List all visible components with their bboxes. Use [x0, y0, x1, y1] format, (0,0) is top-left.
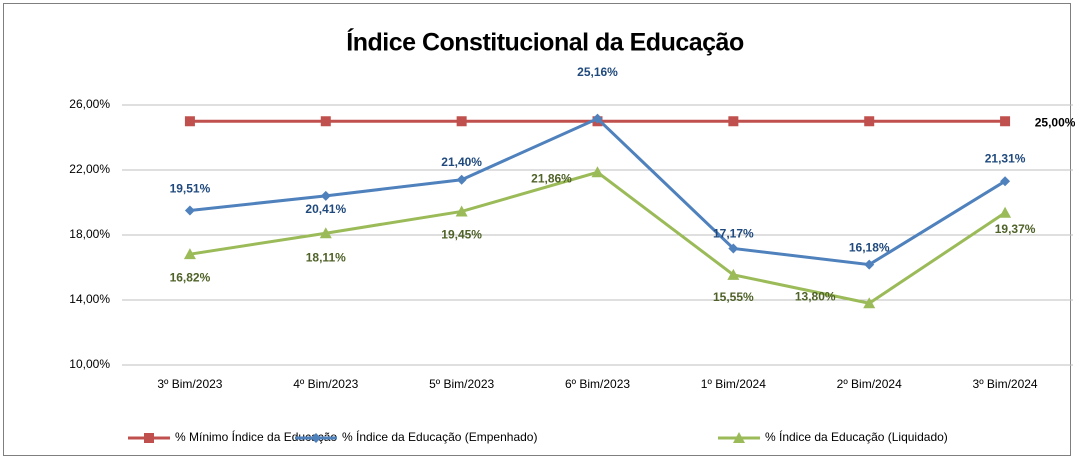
marker: [311, 433, 321, 443]
data-label: 17,17%: [713, 227, 754, 241]
data-label: 15,55%: [713, 290, 754, 304]
y-tick-label: 10,00%: [69, 357, 110, 371]
data-label: 25,00%: [1035, 115, 1075, 129]
legend-label: % Mínimo Índice da Educação: [175, 429, 337, 444]
marker: [733, 432, 745, 443]
data-label: 18,11%: [306, 250, 346, 264]
marker: [320, 116, 331, 127]
data-label: 21,40%: [441, 155, 482, 169]
x-tick-label: 1º Bim/2024: [701, 377, 766, 391]
data-label: 19,45%: [441, 228, 482, 242]
legend-label: % Índice da Educação (Empenhado): [342, 429, 537, 444]
marker: [728, 116, 739, 127]
data-label: 13,80%: [795, 289, 836, 303]
marker: [999, 206, 1012, 218]
x-tick-label: 3º Bim/2023: [157, 377, 222, 391]
marker: [184, 116, 195, 127]
data-label: 21,31%: [985, 151, 1026, 165]
data-label: 19,37%: [995, 222, 1036, 236]
y-tick-label: 18,00%: [69, 227, 110, 241]
marker: [183, 248, 196, 260]
x-tick-label: 2º Bim/2024: [837, 377, 902, 391]
data-label: 16,18%: [849, 241, 890, 255]
marker: [727, 268, 740, 280]
x-tick-label: 3º Bim/2024: [973, 377, 1038, 391]
marker: [320, 190, 331, 201]
legend-label: % Índice da Educação (Liquidado): [765, 429, 948, 444]
marker: [864, 259, 875, 270]
marker: [592, 113, 603, 124]
x-tick-label: 5º Bim/2023: [429, 377, 494, 391]
marker: [319, 227, 332, 239]
data-label: 20,41%: [305, 202, 346, 216]
data-label: 25,16%: [577, 65, 618, 79]
chart-title: Índice Constitucional da Educação: [346, 28, 744, 57]
marker: [591, 166, 604, 178]
y-tick-label: 14,00%: [69, 292, 110, 306]
marker: [144, 433, 154, 443]
data-label: 16,82%: [170, 270, 211, 284]
marker: [455, 205, 468, 217]
marker: [456, 116, 467, 127]
marker: [456, 174, 467, 185]
chart-border: [3, 3, 1071, 456]
marker: [1000, 116, 1011, 127]
marker: [863, 297, 876, 309]
marker: [184, 205, 195, 216]
y-tick-label: 26,00%: [69, 97, 110, 111]
x-tick-label: 6º Bim/2023: [565, 377, 630, 391]
data-label: 21,86%: [531, 171, 572, 185]
marker: [1000, 176, 1011, 187]
y-tick-label: 22,00%: [69, 162, 110, 176]
x-tick-label: 4º Bim/2023: [293, 377, 358, 391]
data-label: 19,51%: [170, 182, 211, 196]
marker: [728, 243, 739, 254]
marker: [864, 116, 875, 127]
